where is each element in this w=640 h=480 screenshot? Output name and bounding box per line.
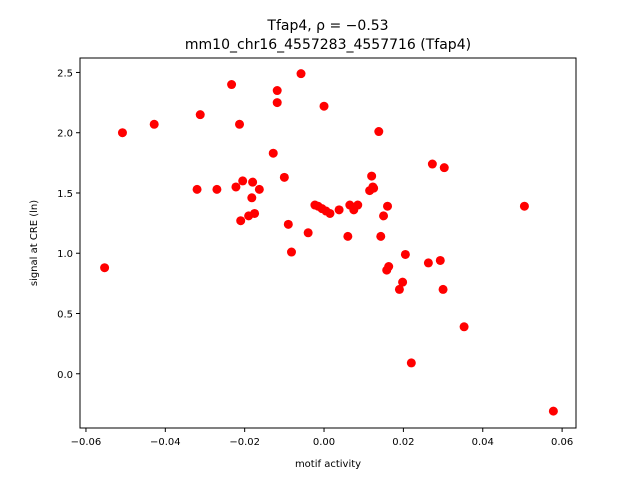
- data-point: [248, 177, 258, 187]
- y-axis-label: signal at CRE (ln): [29, 200, 40, 286]
- data-point: [343, 231, 353, 241]
- data-point: [272, 86, 282, 96]
- data-points: [100, 69, 558, 416]
- x-tick-label: 0.06: [551, 437, 573, 448]
- x-tick-label: −0.02: [229, 437, 260, 448]
- data-point: [427, 159, 437, 169]
- y-tick-label: 0.0: [57, 370, 73, 381]
- data-point: [236, 216, 246, 226]
- data-point: [334, 205, 344, 215]
- data-point: [279, 172, 289, 182]
- data-point: [459, 322, 469, 332]
- data-point: [238, 176, 248, 186]
- data-point: [227, 80, 237, 90]
- x-tick-label: −0.04: [150, 437, 181, 448]
- x-axis-label: motif activity: [295, 459, 361, 470]
- data-point: [231, 182, 241, 192]
- y-tick-label: 1.0: [57, 249, 73, 260]
- data-point: [254, 184, 264, 194]
- data-point: [400, 249, 410, 259]
- data-point: [519, 201, 529, 211]
- x-tick-label: 0.00: [313, 437, 335, 448]
- data-point: [149, 119, 159, 129]
- y-tick-label: 2.5: [57, 68, 73, 79]
- data-point: [283, 219, 293, 229]
- x-tick-label: 0.04: [472, 437, 494, 448]
- chart-title-line2: mm10_chr16_4557283_4557716 (Tfap4): [185, 37, 471, 53]
- data-point: [368, 182, 378, 192]
- y-tick-label: 1.5: [57, 189, 73, 200]
- y-tick-label: 2.0: [57, 129, 73, 140]
- data-point: [353, 200, 363, 210]
- data-point: [384, 262, 394, 271]
- data-point: [394, 284, 404, 294]
- data-point: [319, 101, 329, 111]
- data-point: [383, 201, 393, 211]
- data-point: [117, 128, 127, 138]
- data-point: [303, 228, 313, 238]
- data-point: [272, 98, 282, 108]
- y-tick-label: 0.5: [57, 310, 73, 321]
- data-point: [100, 263, 110, 273]
- data-point: [250, 208, 260, 218]
- data-point: [367, 171, 377, 181]
- plot-frame: [79, 57, 577, 429]
- data-point: [376, 231, 386, 241]
- data-point: [374, 127, 384, 137]
- data-point: [192, 184, 202, 194]
- data-point: [406, 358, 416, 368]
- y-axis-ticks: 0.0 0.5 1.0 1.5 2.0 2.5: [57, 68, 80, 381]
- x-axis-ticks: −0.06 −0.04 −0.02 0.00 0.02 0.04 0.06: [71, 428, 573, 448]
- x-tick-label: −0.06: [71, 437, 102, 448]
- x-tick-label: 0.02: [392, 437, 414, 448]
- data-point: [286, 247, 296, 257]
- data-point: [235, 119, 245, 129]
- data-point: [398, 277, 408, 287]
- data-point: [438, 284, 448, 294]
- data-point: [325, 208, 335, 218]
- data-point: [247, 193, 257, 203]
- data-point: [212, 184, 222, 194]
- data-point: [439, 163, 449, 173]
- data-point: [423, 258, 433, 268]
- data-point: [268, 148, 278, 158]
- data-point: [195, 110, 205, 120]
- data-point: [548, 406, 558, 416]
- data-point: [435, 255, 445, 265]
- data-point: [379, 211, 389, 221]
- chart-title-line1: Tfap4, ρ = −0.53: [266, 18, 388, 34]
- data-point: [296, 69, 306, 79]
